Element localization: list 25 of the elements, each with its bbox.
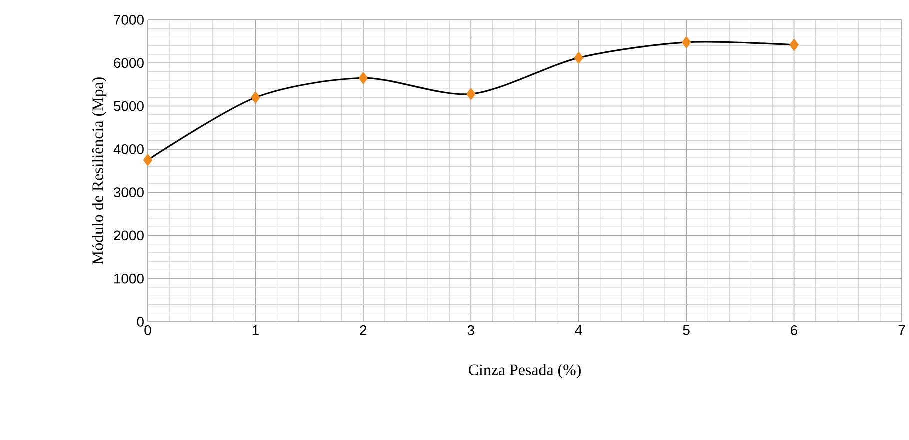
x-tick-label: 3 — [468, 326, 474, 336]
x-tick-label: 4 — [575, 326, 582, 336]
x-tick-label: 0 — [144, 326, 152, 336]
y-tick-label: 2000 — [114, 230, 144, 241]
x-tick-label: 7 — [898, 326, 906, 336]
point — [466, 88, 476, 100]
x-tick-label: 5 — [683, 326, 690, 336]
x-axis-title: Cinza Pesada (%) — [469, 364, 581, 379]
y-tick-label: 4000 — [114, 144, 144, 154]
x-tick-label: 1 — [252, 326, 259, 336]
point — [251, 92, 260, 104]
point — [574, 52, 584, 64]
y-tick-label: 5000 — [114, 101, 144, 112]
y-tick-label: 6000 — [114, 58, 144, 68]
point — [682, 36, 692, 48]
point — [143, 154, 153, 166]
y-axis-title: Módulo de Resiliência (Mpa) — [92, 78, 107, 265]
y-tick-label: 3000 — [114, 188, 144, 198]
y-tick-label: 1000 — [114, 274, 144, 284]
y-tick-label: 0 — [137, 317, 144, 327]
x-tick-label: 2 — [360, 326, 367, 336]
point — [358, 72, 368, 84]
x-tick-label: 6 — [791, 326, 798, 336]
y-tick-label: 7000 — [114, 15, 144, 25]
point — [790, 39, 799, 51]
